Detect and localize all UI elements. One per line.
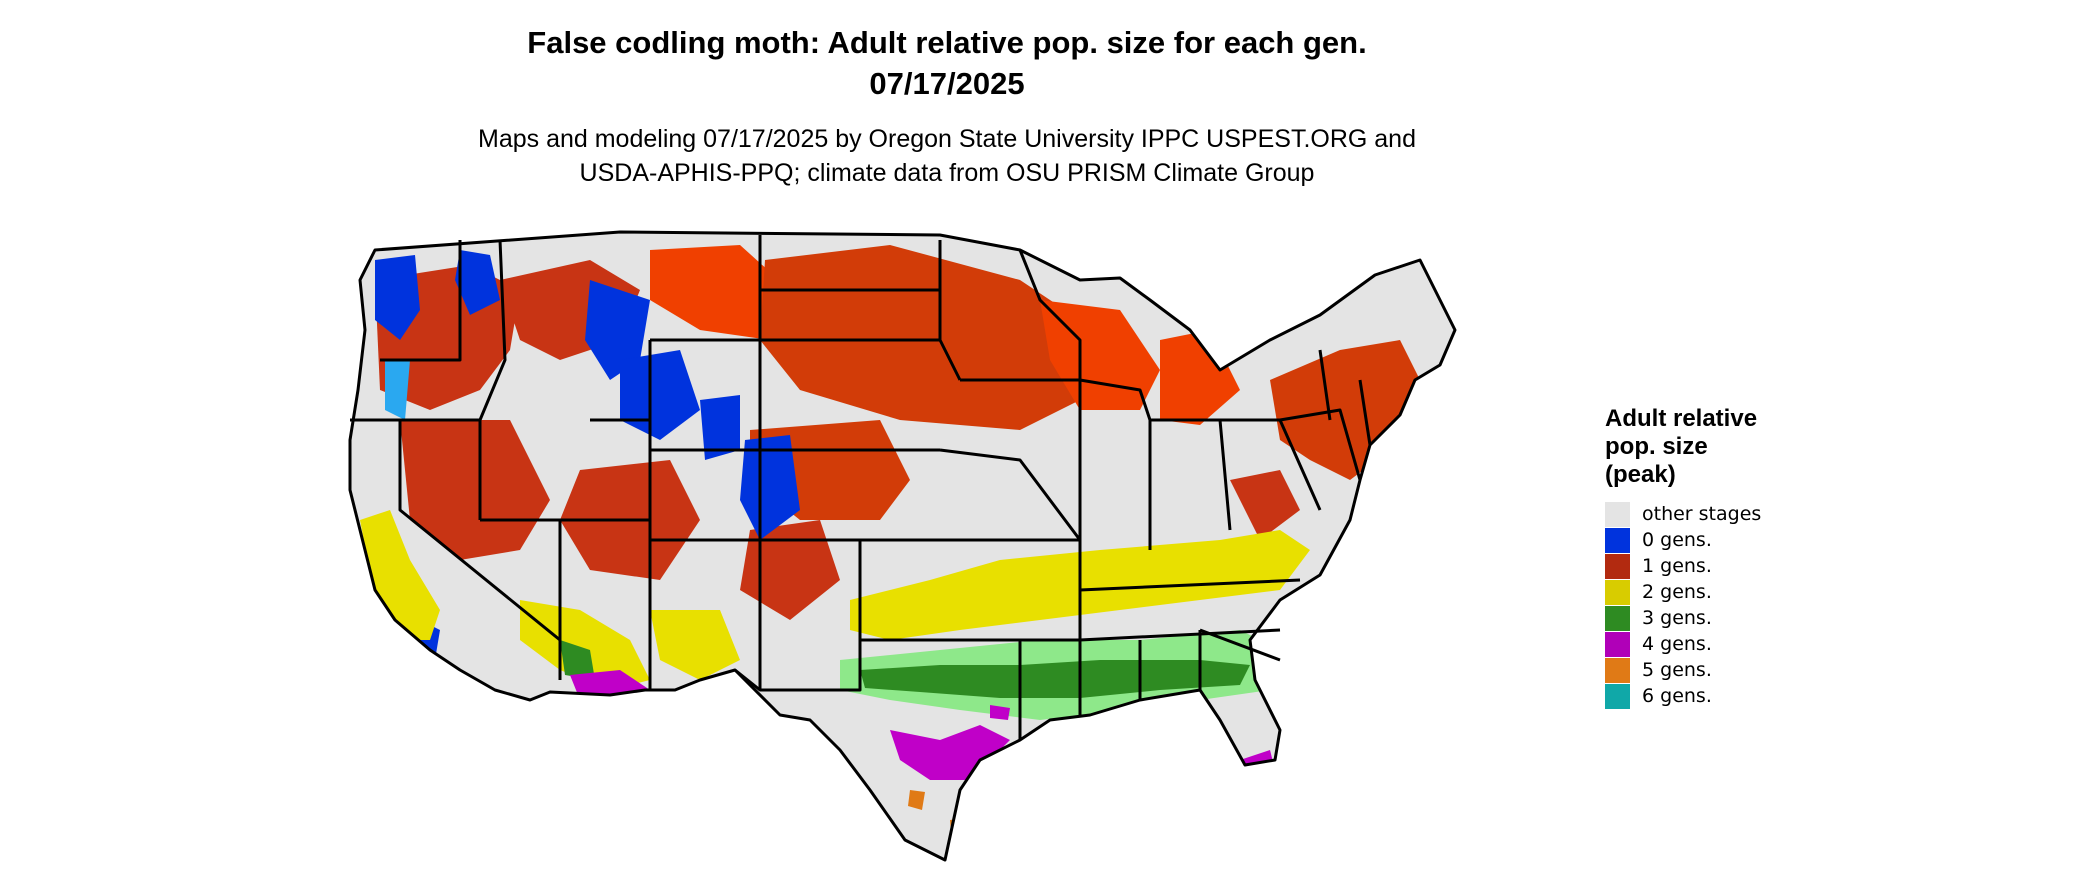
legend-item: 0 gens. xyxy=(1605,527,1865,553)
legend-swatch xyxy=(1605,527,1630,553)
legend-swatch xyxy=(1605,657,1630,683)
legend-title-line-2: pop. size xyxy=(1605,433,1708,460)
legend-item: 4 gens. xyxy=(1605,631,1865,657)
legend-swatch xyxy=(1605,605,1630,631)
legend-title-line-1: Adult relative xyxy=(1605,405,1758,432)
legend: Adult relative pop. size (peak) other st… xyxy=(1605,405,1865,709)
legend-title-line-3: (peak) xyxy=(1605,461,1676,488)
legend-label: 1 gens. xyxy=(1642,555,1712,577)
legend-item: 1 gens. xyxy=(1605,553,1865,579)
legend-label: 6 gens. xyxy=(1642,685,1712,707)
us-outline xyxy=(348,230,1457,862)
subtitle-line-1: Maps and modeling 07/17/2025 by Oregon S… xyxy=(478,125,1416,153)
legend-title: Adult relative pop. size (peak) xyxy=(1605,405,1865,489)
legend-label: other stages xyxy=(1642,503,1762,525)
title-line-2: 07/17/2025 xyxy=(869,66,1025,101)
legend-item: 5 gens. xyxy=(1605,657,1865,683)
legend-swatch xyxy=(1605,501,1630,527)
us-map xyxy=(348,230,1457,862)
legend-item: 6 gens. xyxy=(1605,683,1865,709)
map-subtitle: Maps and modeling 07/17/2025 by Oregon S… xyxy=(0,122,1894,190)
map-title: False codling moth: Adult relative pop. … xyxy=(0,22,1894,104)
legend-label: 0 gens. xyxy=(1642,529,1712,551)
title-line-1: False codling moth: Adult relative pop. … xyxy=(527,25,1367,60)
legend-label: 3 gens. xyxy=(1642,607,1712,629)
legend-swatch xyxy=(1605,579,1630,605)
legend-item: other stages xyxy=(1605,501,1865,527)
legend-item: 2 gens. xyxy=(1605,579,1865,605)
gen0-region xyxy=(375,250,800,660)
legend-label: 4 gens. xyxy=(1642,633,1712,655)
legend-label: 5 gens. xyxy=(1642,659,1712,681)
subtitle-line-2: USDA-APHIS-PPQ; climate data from OSU PR… xyxy=(579,159,1315,187)
legend-swatch xyxy=(1605,683,1630,709)
state-borders xyxy=(348,230,1457,862)
legend-item: 3 gens. xyxy=(1605,605,1865,631)
legend-swatch xyxy=(1605,631,1630,657)
legend-items: other stages 0 gens. 1 gens. 2 gens. 3 gens.… xyxy=(1605,501,1865,709)
legend-label: 2 gens. xyxy=(1642,581,1712,603)
legend-swatch xyxy=(1605,553,1630,579)
